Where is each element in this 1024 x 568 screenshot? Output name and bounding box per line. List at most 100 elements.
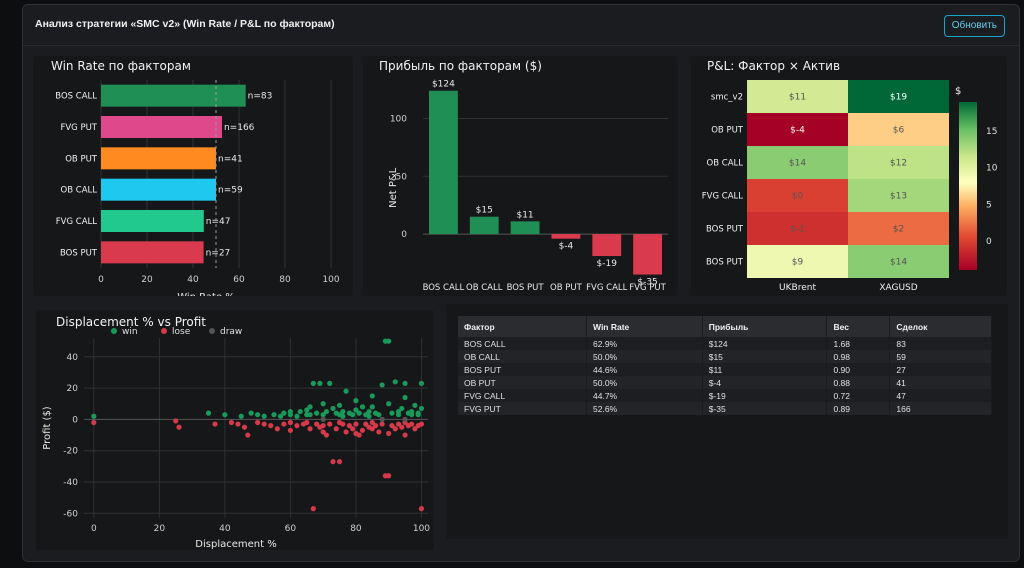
scatter-panel: Displacement % vs Profit 0 20 40 60 80 100 -60… [36,310,434,550]
table-cell: 50.0% [586,376,703,389]
table-cell: 62.9% [586,337,703,350]
lose-point [402,432,408,438]
x-tick-label: 20 [141,275,153,285]
y-axis-label: Net P&L [388,167,399,208]
x-tick-label: 40 [187,275,199,285]
win-point [392,379,398,385]
lose-point [268,423,274,429]
legend-marker-lose [161,328,167,334]
heatmap-cell [848,80,949,113]
lose-point [173,418,179,424]
lose-point [212,421,218,427]
table-cell: $15 [702,350,828,363]
y-tick-label: -40 [63,478,78,488]
table-header-cell[interactable]: Сделок [889,316,992,337]
table-header-cell[interactable]: Прибыль [702,316,828,337]
heatmap-cell-label: $-1 [790,225,805,235]
win-point [379,382,385,388]
category-label: BOS CALL [55,92,97,102]
bar-value-label: $-4 [559,242,574,252]
win-point [320,412,326,418]
lose-point [369,426,375,432]
table-header-cell[interactable]: Фактор [458,316,587,337]
scatter-chart-title: Displacement % vs Profit [56,315,206,329]
winrate-bar [101,241,204,264]
win-point [366,413,372,419]
table-row: BOS PUT 44.6% $11 0.90 27 [458,363,992,376]
win-point [353,407,359,413]
category-label: BOS PUT [60,248,98,258]
header-bar: Анализ стратегии «SMC v2» (Win Rate / P&… [23,5,1019,46]
table-cell: BOS CALL [458,337,587,350]
win-point [297,408,303,415]
profit-bar [592,234,622,257]
table-cell: $-35 [702,402,828,415]
lose-point [343,429,349,435]
heatmap-row-label: BOS PUT [706,258,744,268]
lose-point [274,426,280,432]
x-tick-label: 40 [219,524,231,534]
win-point [327,380,333,386]
table-cell: 166 [889,402,992,415]
win-point [287,408,293,415]
win-point [310,380,316,386]
profit-bar [633,234,662,275]
winrate-bar [101,147,216,170]
heatmap-cell-label: $2 [893,225,904,235]
draw-point [320,416,326,422]
lose-point [287,427,293,433]
table-cell: OB PUT [458,376,587,389]
lose-point [281,421,287,427]
lose-point [307,426,313,432]
heatmap-chart[interactable]: smc_v2 $11 $19 OB PUT $-4 $6 OB CALL $14 $12 FVG … [691,56,1007,296]
heatmap-panel: P&L: Фактор × Актив smc_v2 $11 $19 OB PUT $-… [691,56,1007,296]
win-point [205,410,212,416]
scatter-chart[interactable]: 0 20 40 60 80 100 -60 -40 -20 0 20 40 win lose draw Dis… [36,310,434,550]
table-cell: OB CALL [458,350,587,363]
table-header-cell[interactable]: Вес [826,316,891,337]
table-cell: 0.72 [826,389,891,402]
lose-point [176,424,182,430]
lose-point [228,419,235,426]
category-label: FVG PUT [60,123,97,133]
bar-count-label: n=47 [206,217,231,227]
legend-label-win: win [122,327,138,337]
category-label: BOS PUT [507,283,545,293]
colorbar-tick-label: 10 [986,164,998,174]
winrate-chart[interactable]: 0 20 40 60 80 100 BOS CALL n=83 FVG PUT n=166 OB P… [33,56,353,303]
table-header-cell[interactable]: Win Rate [586,316,703,337]
x-tick-label: 100 [413,524,430,534]
win-point [281,410,287,416]
refresh-button[interactable]: Обновить [943,15,1005,37]
lose-point [346,423,352,429]
lose-point [372,423,379,429]
win-point [304,407,310,413]
table-cell: 52.6% [586,402,703,415]
category-label: BOS CALL [423,283,465,293]
draw-point [379,416,385,422]
profit-panel: Прибыль по факторам ($) 0 50 100 $124 BOS CA… [363,56,678,296]
lose-point [287,419,293,426]
heatmap-cell [848,113,949,146]
table-cell: 0.88 [826,376,891,389]
lose-point [369,419,375,426]
category-label: OB CALL [466,283,503,293]
win-point [294,413,300,419]
heatmap-cell-label: $13 [890,192,907,202]
y-tick-label: 100 [390,114,407,124]
heatmap-cell [747,245,848,278]
profit-chart[interactable]: 0 50 100 $124 BOS CALL $15 OB CALL $11 BOS PUT $-… [363,56,678,296]
heatmap-row-label: OB CALL [707,159,744,169]
table-cell: 44.7% [586,389,703,402]
heatmap-cell-label: $14 [789,159,806,169]
lose-point [389,423,395,429]
bar-value-label: $15 [476,206,493,216]
win-point [389,410,395,416]
win-point [261,413,267,419]
table-cell: $-4 [702,376,828,389]
win-point [323,408,330,415]
lose-point [320,429,326,435]
y-tick-label: -20 [63,447,78,457]
lose-point [320,423,326,429]
lose-point [314,421,320,427]
